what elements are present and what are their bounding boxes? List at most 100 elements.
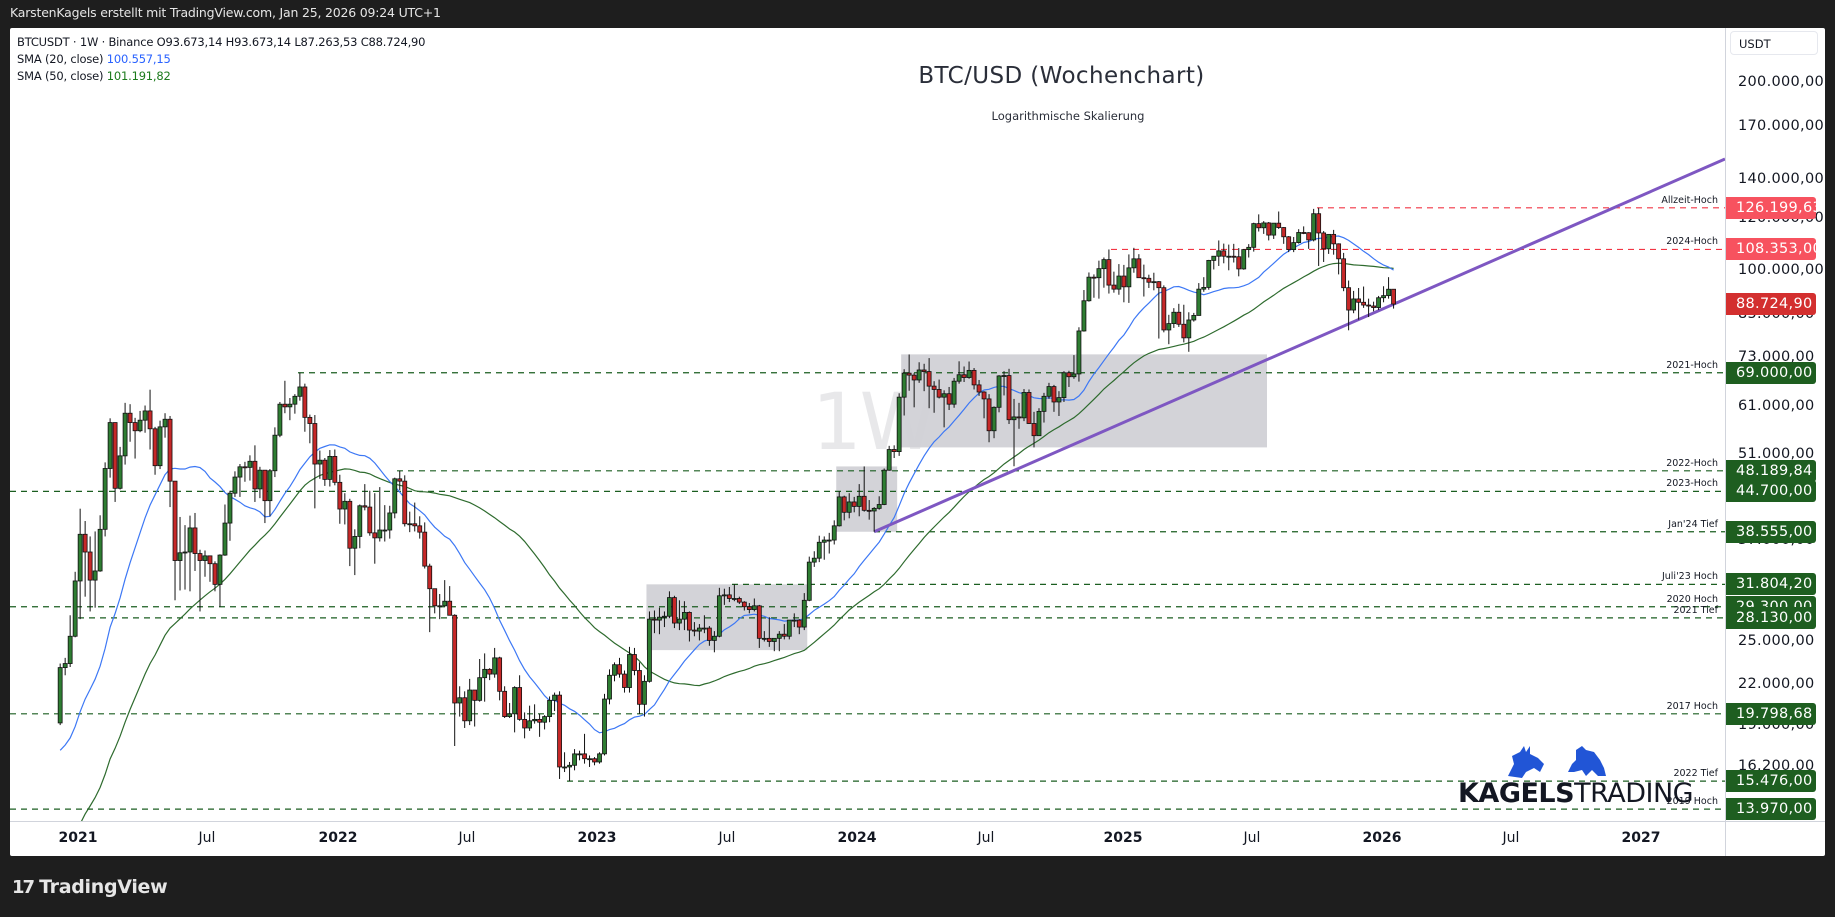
candle-body[interactable] <box>617 664 622 675</box>
sma50-line[interactable] <box>60 262 1394 856</box>
candle-body[interactable] <box>607 674 612 700</box>
candle-body[interactable] <box>1376 297 1381 308</box>
candle-body[interactable] <box>347 500 353 549</box>
candle-body[interactable] <box>1286 236 1292 250</box>
candle-body[interactable] <box>1331 233 1337 245</box>
candle-body[interactable] <box>477 677 483 701</box>
candle-body[interactable] <box>202 555 208 561</box>
candle-body[interactable] <box>826 539 832 542</box>
candle-body[interactable] <box>177 552 183 561</box>
currency-button[interactable]: USDT <box>1730 31 1818 55</box>
candle-body[interactable] <box>896 396 902 453</box>
candle-body[interactable] <box>956 374 962 382</box>
candle-body[interactable] <box>756 605 762 639</box>
candle-body[interactable] <box>986 398 992 432</box>
candle-body[interactable] <box>622 673 627 688</box>
candle-body[interactable] <box>667 597 672 617</box>
candle-body[interactable] <box>327 455 333 480</box>
candle-body[interactable] <box>197 553 203 561</box>
candle-body[interactable] <box>861 495 867 511</box>
candle-body[interactable] <box>1196 288 1202 316</box>
candle-body[interactable] <box>582 753 587 760</box>
candle-body[interactable] <box>1226 255 1232 258</box>
tradingview-logo[interactable]: 17 TradingView <box>12 876 168 898</box>
level-price-label[interactable]: 48.189,84 <box>1726 459 1816 482</box>
candle-body[interactable] <box>1011 416 1017 421</box>
candle-body[interactable] <box>801 599 807 628</box>
candle-body[interactable] <box>687 611 692 631</box>
candle-body[interactable] <box>557 694 562 768</box>
candle-body[interactable] <box>212 563 218 585</box>
level-price-label[interactable]: 19.798,68 <box>1726 702 1816 725</box>
candle-body[interactable] <box>1271 222 1277 236</box>
candle-body[interactable] <box>1061 372 1067 398</box>
candle-body[interactable] <box>552 694 557 701</box>
candle-body[interactable] <box>77 533 83 582</box>
candle-body[interactable] <box>452 614 458 704</box>
candle-body[interactable] <box>1281 227 1287 238</box>
candle-body[interactable] <box>791 619 797 622</box>
candle-body[interactable] <box>427 565 433 590</box>
candle-body[interactable] <box>337 481 343 510</box>
candle-body[interactable] <box>806 561 812 601</box>
candle-body[interactable] <box>936 389 942 398</box>
candle-body[interactable] <box>602 698 607 755</box>
candle-body[interactable] <box>706 627 712 641</box>
candle-body[interactable] <box>901 372 907 398</box>
candle-body[interactable] <box>537 718 542 723</box>
candle-body[interactable] <box>222 522 228 556</box>
candle-body[interactable] <box>392 478 398 514</box>
candle-body[interactable] <box>262 469 268 502</box>
candle-body[interactable] <box>182 551 188 554</box>
candle-body[interactable] <box>247 460 253 468</box>
candle-body[interactable] <box>302 386 308 418</box>
candle-body[interactable] <box>682 611 687 620</box>
candle-body[interactable] <box>1081 300 1087 332</box>
candle-body[interactable] <box>342 500 348 510</box>
candle-body[interactable] <box>277 403 283 436</box>
candle-body[interactable] <box>921 369 927 372</box>
candle-body[interactable] <box>472 689 478 701</box>
candle-body[interactable] <box>696 627 702 632</box>
candle-body[interactable] <box>1071 373 1077 378</box>
candle-body[interactable] <box>1181 323 1187 339</box>
candle-body[interactable] <box>1306 232 1312 241</box>
candle-body[interactable] <box>1076 330 1082 375</box>
candle-body[interactable] <box>796 619 802 628</box>
candle-body[interactable] <box>457 697 463 704</box>
level-price-label[interactable]: 108.353,00 <box>1726 238 1822 261</box>
candle-body[interactable] <box>647 618 652 682</box>
candle-body[interactable] <box>532 718 537 722</box>
candle-body[interactable] <box>577 753 582 756</box>
candle-body[interactable] <box>62 663 68 668</box>
candle-body[interactable] <box>771 637 777 642</box>
candle-body[interactable] <box>856 495 862 507</box>
candle-body[interactable] <box>1246 246 1252 250</box>
candle-body[interactable] <box>287 403 293 408</box>
candle-body[interactable] <box>1176 311 1182 325</box>
candle-body[interactable] <box>1036 410 1042 437</box>
candle-body[interactable] <box>846 501 852 513</box>
candle-body[interactable] <box>916 369 922 381</box>
candle-body[interactable] <box>232 476 238 494</box>
candle-body[interactable] <box>1391 288 1396 305</box>
candle-body[interactable] <box>731 598 737 600</box>
level-price-label[interactable]: 126.199,63 <box>1726 196 1822 219</box>
candle-body[interactable] <box>1191 315 1197 321</box>
candle-body[interactable] <box>1141 277 1147 280</box>
candle-body[interactable] <box>267 470 273 502</box>
candle-body[interactable] <box>976 384 982 393</box>
candle-body[interactable] <box>677 618 682 624</box>
candle-body[interactable] <box>881 469 887 505</box>
candle-body[interactable] <box>1261 222 1267 229</box>
candle-body[interactable] <box>332 455 338 483</box>
candle-body[interactable] <box>1041 395 1047 412</box>
candle-body[interactable] <box>597 753 602 763</box>
candle-body[interactable] <box>567 764 572 768</box>
candle-body[interactable] <box>157 426 163 467</box>
candle-body[interactable] <box>372 532 378 539</box>
candle-body[interactable] <box>352 536 358 549</box>
candle-body[interactable] <box>1201 287 1207 290</box>
candle-body[interactable] <box>911 374 917 381</box>
